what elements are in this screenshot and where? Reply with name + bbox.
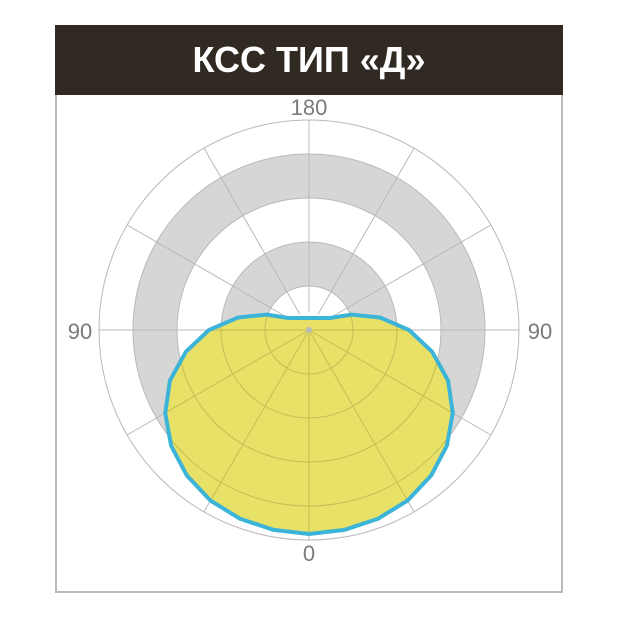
axis-label-left: 90 (68, 319, 92, 345)
axis-label-right: 90 (528, 319, 552, 345)
axis-label-bottom: 0 (303, 541, 315, 567)
axis-label-top: 180 (291, 95, 328, 121)
polar-light-distribution-chart (0, 0, 620, 620)
